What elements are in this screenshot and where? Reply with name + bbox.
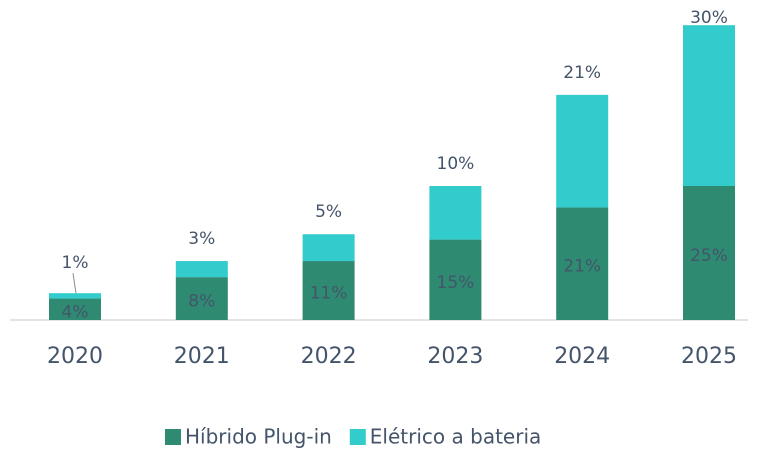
bar-segment: [556, 207, 609, 320]
value-label: 25%: [690, 246, 728, 266]
x-tick-label: 2020: [47, 344, 103, 369]
value-label: 1%: [62, 253, 89, 273]
bar-segment: [429, 239, 482, 320]
x-tick-label: 2024: [554, 344, 610, 369]
value-label: 10%: [437, 154, 475, 174]
bar-segment: [175, 261, 228, 278]
bar-segment: [683, 25, 735, 187]
legend-label: Elétrico a bateria: [370, 425, 541, 449]
legend-swatch: [349, 429, 366, 445]
x-tick-label: 2025: [681, 344, 737, 369]
value-label: 11%: [310, 284, 348, 304]
legend-label: Híbrido Plug-in: [185, 425, 332, 449]
value-label: 30%: [690, 8, 728, 28]
bar-segment: [49, 293, 101, 299]
bar-segment: [429, 186, 482, 240]
bar-segment: [683, 186, 735, 320]
bar-segment: [49, 298, 101, 320]
x-tick-label: 2022: [301, 344, 357, 369]
value-label: 21%: [563, 63, 601, 83]
bar-segment: [302, 234, 355, 262]
x-tick-label: 2023: [427, 344, 483, 369]
bar-segment: [175, 277, 228, 320]
value-label: 5%: [315, 202, 342, 222]
value-label: 3%: [188, 229, 215, 249]
leader-line: [72, 273, 77, 294]
value-label: 15%: [437, 273, 475, 293]
bar-segment: [302, 261, 355, 320]
value-label: 4%: [62, 302, 89, 322]
bar-segment: [556, 94, 609, 208]
legend-swatch: [165, 429, 181, 445]
value-label: 21%: [563, 257, 601, 277]
x-tick-label: 2021: [174, 344, 230, 369]
value-label: 8%: [188, 292, 215, 312]
